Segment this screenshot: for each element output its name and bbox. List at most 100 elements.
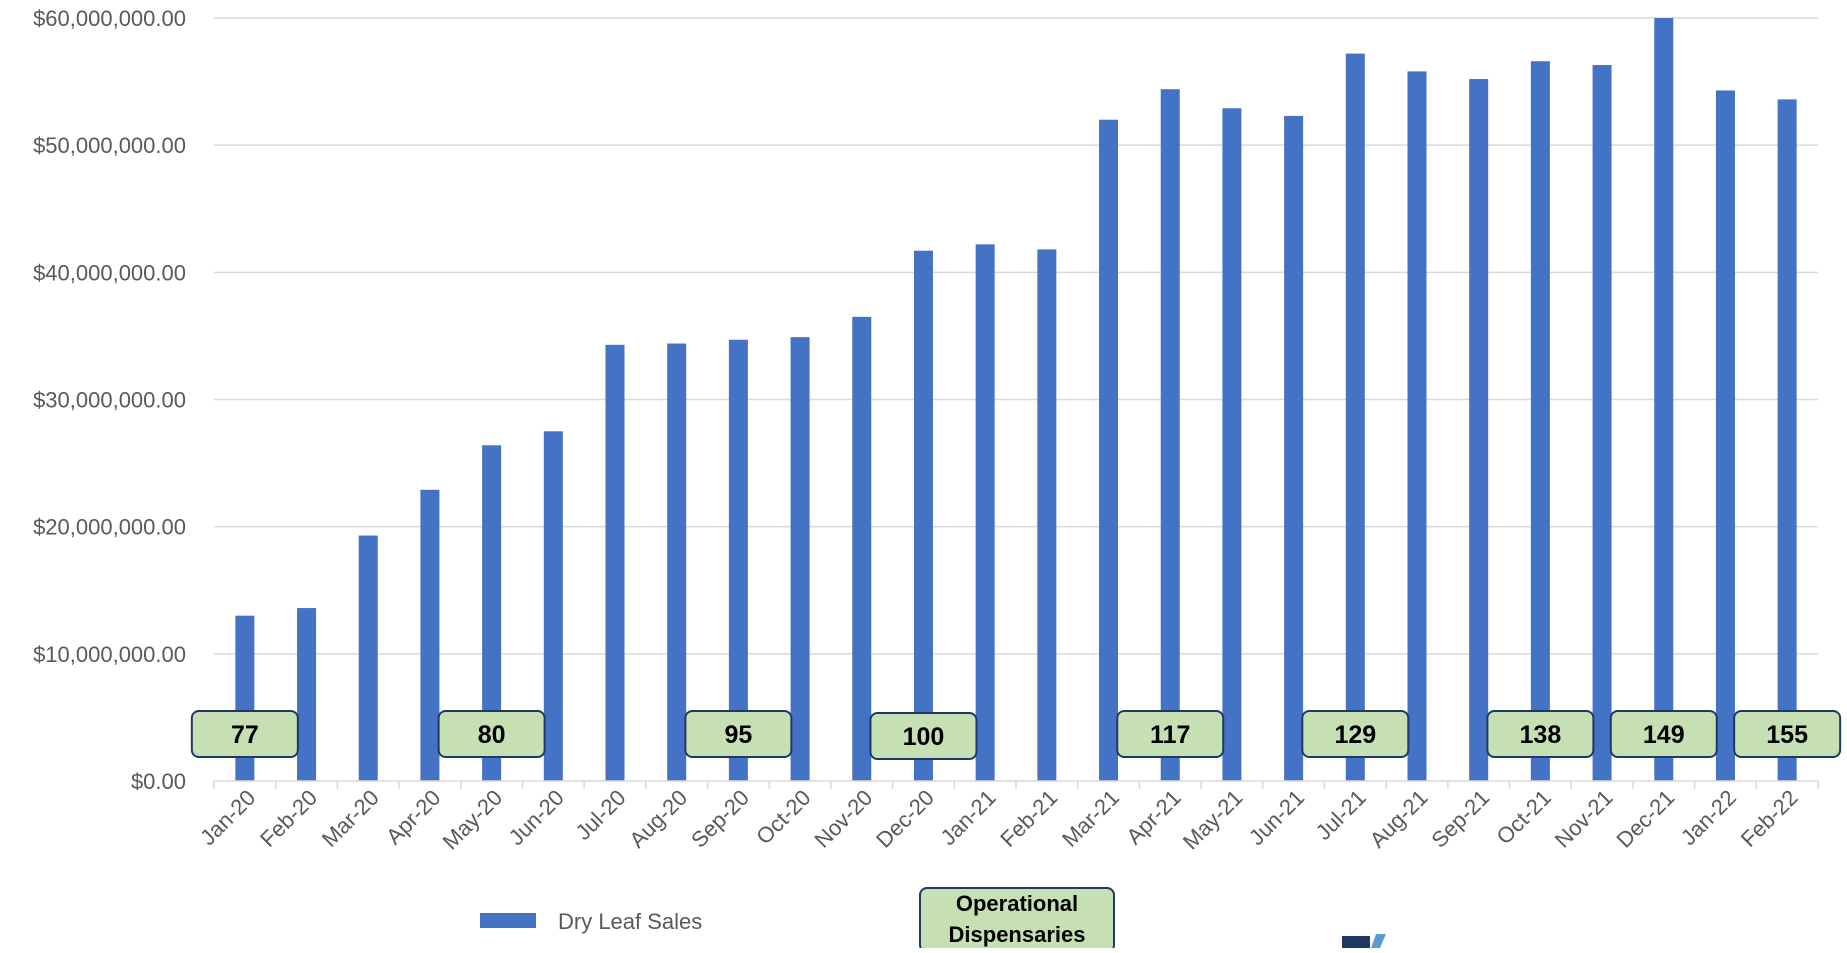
x-tick-label: Aug-21 xyxy=(1365,785,1433,853)
dispensary-count-value: 129 xyxy=(1334,721,1376,749)
dispensary-count-value: 149 xyxy=(1643,721,1685,749)
bar xyxy=(1715,90,1735,782)
dispensary-count-label: 77 xyxy=(190,710,299,758)
dispensary-count-value: 155 xyxy=(1766,721,1808,749)
x-tick-label: Jul-21 xyxy=(1311,785,1371,845)
bar xyxy=(1160,89,1180,782)
x-tick-label: Jan-22 xyxy=(1676,785,1741,850)
x-tick-label: Jan-21 xyxy=(935,785,1000,850)
bar xyxy=(1222,108,1242,781)
dispensary-count-box xyxy=(1733,710,1842,758)
dispensary-count-box xyxy=(437,710,546,758)
x-tick-label: Feb-21 xyxy=(995,785,1062,852)
bar xyxy=(1099,119,1119,781)
x-tick-label: Feb-22 xyxy=(1736,785,1803,852)
bar xyxy=(1407,71,1427,781)
bar xyxy=(1530,61,1550,781)
bar xyxy=(913,250,933,782)
bar xyxy=(790,337,810,781)
y-tick-label: $40,000,000.00 xyxy=(33,260,186,285)
operational-dispensaries-label-line2: Dispensaries xyxy=(949,922,1086,947)
bars xyxy=(235,18,1797,782)
legend-label: Dry Leaf Sales xyxy=(558,909,702,934)
dispensary-count-label: 149 xyxy=(1609,710,1718,758)
bar xyxy=(1592,65,1612,782)
dispensary-count-label: 117 xyxy=(1116,710,1225,758)
x-tick-label: Aug-20 xyxy=(624,785,692,853)
bar xyxy=(852,316,872,781)
dispensary-count-label: 138 xyxy=(1486,710,1595,758)
logo xyxy=(1342,934,1386,948)
operational-dispensaries-label-line1: Operational xyxy=(956,891,1078,916)
y-tick-label: $60,000,000.00 xyxy=(33,6,186,31)
x-tick-label: Apr-20 xyxy=(381,785,445,849)
dispensary-count-value: 95 xyxy=(724,721,752,749)
dispensary-count-box xyxy=(190,710,299,758)
y-tick-label: $50,000,000.00 xyxy=(33,133,186,158)
bar xyxy=(1654,18,1674,781)
dispensary-count-box xyxy=(869,712,978,760)
dispensary-count-label: 80 xyxy=(437,710,546,758)
dispensary-count-label: 129 xyxy=(1301,710,1410,758)
dispensary-count-box xyxy=(1486,710,1595,758)
y-tick-label: $0.00 xyxy=(131,769,186,794)
bar xyxy=(1777,99,1797,782)
x-tick-label: Sep-21 xyxy=(1426,785,1494,853)
x-tick-label: May-21 xyxy=(1178,785,1248,855)
x-tick-label: Apr-21 xyxy=(1121,785,1185,849)
x-tick-label: Oct-20 xyxy=(751,785,815,849)
x-tick-label: Mar-21 xyxy=(1057,785,1124,852)
bar xyxy=(420,489,440,781)
x-tick-label: Nov-21 xyxy=(1550,785,1618,853)
x-tick-label: Jun-20 xyxy=(504,785,569,850)
operational-dispensaries-legend-box: Operational Dispensaries xyxy=(919,887,1115,953)
dispensary-count-value: 77 xyxy=(231,721,259,749)
x-tick-label: Dec-21 xyxy=(1611,785,1679,853)
x-tick-label: Jun-21 xyxy=(1244,785,1309,850)
gridlines xyxy=(214,17,1818,655)
bar xyxy=(482,445,502,781)
dispensary-count-value: 138 xyxy=(1520,721,1562,749)
dispensary-count-box xyxy=(684,710,793,758)
logo-accent xyxy=(1371,934,1386,948)
bar xyxy=(1469,79,1489,782)
dispensary-count-labels: 77 80 95 100 117 129 138 149 155 xyxy=(190,710,1842,760)
x-axis xyxy=(213,780,1819,789)
y-axis-tick-labels: $0.00 $10,000,000.00 $20,000,000.00 $30,000… xyxy=(33,6,186,794)
bar xyxy=(358,535,378,781)
dispensary-count-value: 80 xyxy=(478,721,506,749)
x-tick-label: Oct-21 xyxy=(1492,785,1556,849)
dispensary-count-value: 100 xyxy=(903,723,945,751)
dispensary-count-label: 155 xyxy=(1733,710,1842,758)
x-tick-label: Nov-20 xyxy=(809,785,877,853)
legend-swatch xyxy=(480,913,536,928)
bar xyxy=(543,431,563,781)
x-tick-label: May-20 xyxy=(438,785,508,855)
bar xyxy=(975,244,995,781)
x-tick-label: Feb-20 xyxy=(255,785,322,852)
x-tick-label: Jan-20 xyxy=(195,785,260,850)
bar xyxy=(667,343,687,781)
logo-mark xyxy=(1342,936,1370,948)
bar xyxy=(297,608,317,781)
dispensary-count-box xyxy=(1301,710,1410,758)
bar xyxy=(605,344,625,781)
x-tick-label: Dec-20 xyxy=(871,785,939,853)
y-tick-label: $20,000,000.00 xyxy=(33,515,186,540)
bar xyxy=(728,339,748,781)
dispensary-count-value: 117 xyxy=(1150,721,1190,749)
bar xyxy=(1037,249,1057,781)
dispensary-count-label: 100 xyxy=(869,712,978,760)
dispensary-count-label: 95 xyxy=(684,710,793,758)
x-tick-label: Jul-20 xyxy=(570,785,630,845)
bar xyxy=(1284,115,1304,781)
x-tick-label: Mar-20 xyxy=(317,785,384,852)
y-tick-label: $30,000,000.00 xyxy=(33,388,186,413)
dispensary-count-box xyxy=(1609,710,1718,758)
dispensary-count-box xyxy=(1116,710,1225,758)
legend: Dry Leaf Sales xyxy=(480,909,702,934)
x-tick-label: Sep-20 xyxy=(686,785,754,853)
